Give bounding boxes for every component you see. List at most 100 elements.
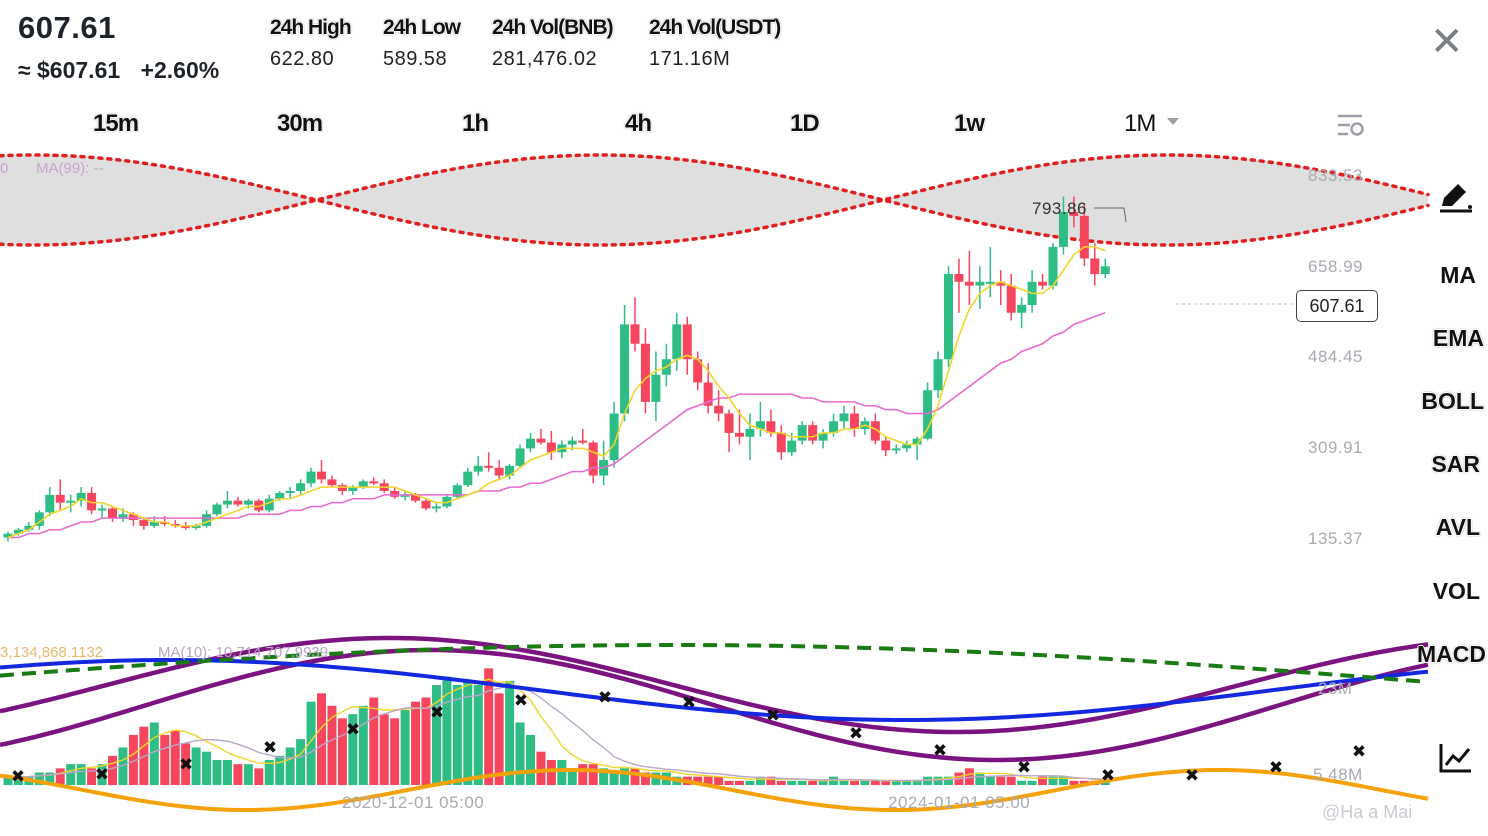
candle-body bbox=[630, 324, 640, 344]
volume-bar bbox=[431, 685, 441, 785]
volume-bar bbox=[1048, 776, 1058, 785]
pencil-draw-icon[interactable] bbox=[1436, 180, 1476, 214]
indicator-macd[interactable]: MACD bbox=[1417, 641, 1486, 667]
candle-body bbox=[609, 413, 619, 460]
candle-body bbox=[285, 491, 295, 493]
tab-label: 1M bbox=[1124, 110, 1156, 137]
volume-bar bbox=[703, 776, 713, 785]
candle-body bbox=[254, 500, 264, 511]
volume-bar bbox=[149, 722, 159, 785]
candle-body bbox=[66, 500, 76, 503]
candle-body bbox=[1079, 215, 1089, 259]
candle-body bbox=[191, 525, 201, 528]
candle-body bbox=[787, 440, 797, 453]
candle-body bbox=[808, 425, 818, 441]
stat-value: 622.80 bbox=[270, 48, 335, 70]
candle-body bbox=[902, 444, 912, 449]
volume-bar bbox=[1069, 780, 1079, 785]
candle-body bbox=[672, 324, 682, 360]
volume-bar bbox=[975, 772, 985, 785]
fiat-price: ≈ $607.61 bbox=[18, 57, 121, 83]
candle-body bbox=[703, 382, 713, 406]
line-chart-icon[interactable] bbox=[1438, 742, 1474, 774]
tab-15m[interactable]: 15m bbox=[93, 110, 139, 137]
indicator-ma[interactable]: MA bbox=[1440, 262, 1476, 288]
candle-body bbox=[76, 492, 86, 501]
volume-bar bbox=[996, 776, 1006, 785]
volume-bar bbox=[630, 768, 640, 785]
current-price-tag: 607.61 bbox=[1296, 290, 1378, 322]
tab-4h[interactable]: 4h bbox=[625, 110, 652, 137]
stat-value: 171.16M bbox=[649, 48, 731, 70]
volume-bar bbox=[944, 776, 953, 785]
chart-settings-icon[interactable] bbox=[1336, 112, 1366, 140]
candle-body bbox=[212, 504, 222, 515]
tab-1w[interactable]: 1w bbox=[954, 110, 985, 137]
price-tick: 833.53 bbox=[1308, 166, 1363, 185]
volume-ma10-line bbox=[8, 684, 1106, 782]
volume-bar bbox=[170, 730, 180, 785]
volume-bar bbox=[588, 764, 598, 785]
candle-body bbox=[337, 485, 347, 491]
volume-bar bbox=[985, 776, 995, 785]
tab-1h[interactable]: 1h bbox=[462, 110, 489, 137]
volume-bar bbox=[567, 768, 577, 785]
indicator-avl[interactable]: AVL bbox=[1435, 514, 1480, 540]
volume-bar bbox=[1006, 776, 1016, 785]
candle-body bbox=[139, 520, 149, 526]
indicator-sar[interactable]: SAR bbox=[1431, 451, 1480, 477]
time-label: 2024-01-01 05:00 bbox=[888, 793, 1031, 812]
sar-cross-icon: ✖ bbox=[346, 720, 360, 740]
band-upper-line bbox=[0, 153, 1430, 247]
volume-bar bbox=[97, 764, 107, 785]
stat-24h-vol-usdt: 24h Vol(USDT) 171.16M bbox=[649, 16, 781, 71]
macd-orange-line bbox=[0, 767, 1429, 812]
candle-body bbox=[348, 487, 358, 491]
volume-bar bbox=[776, 780, 786, 785]
tab-30m[interactable]: 30m bbox=[277, 110, 323, 137]
candle-body bbox=[745, 429, 755, 437]
stat-label: 24h Low bbox=[383, 16, 461, 39]
volume-bar bbox=[536, 751, 546, 785]
candle-body bbox=[985, 281, 995, 284]
tab-1m[interactable]: 1M bbox=[1124, 110, 1180, 138]
candle-body bbox=[390, 491, 400, 497]
candle-body bbox=[1038, 281, 1048, 286]
volume-bar bbox=[1038, 776, 1048, 785]
sar-cross-icon: ✖ bbox=[766, 706, 780, 726]
candle-body bbox=[546, 442, 556, 453]
candle-body bbox=[829, 421, 839, 433]
sar-cross-icon: ✖ bbox=[179, 755, 193, 775]
candle-body bbox=[494, 467, 504, 476]
candle-body bbox=[358, 481, 368, 488]
volume-bar bbox=[651, 772, 661, 785]
volume-bar bbox=[505, 680, 515, 785]
sar-cross-icon: ✖ bbox=[1269, 758, 1283, 778]
ma-legend-prefix: 0 bbox=[0, 160, 9, 177]
close-icon[interactable]: ✕ bbox=[1430, 20, 1464, 64]
max-price-label: 793.86 bbox=[1032, 199, 1087, 218]
volume-bar bbox=[818, 780, 828, 785]
candle-body bbox=[818, 432, 828, 441]
candle-body bbox=[693, 359, 703, 383]
candle-body bbox=[13, 529, 23, 534]
candle-body bbox=[944, 274, 953, 360]
candle-body bbox=[275, 492, 285, 499]
candle-body bbox=[431, 506, 441, 509]
price-tick: 309.91 bbox=[1308, 438, 1363, 457]
volume-bar bbox=[296, 739, 306, 785]
volume-bar bbox=[34, 772, 44, 785]
indicator-ema[interactable]: EMA bbox=[1432, 325, 1484, 351]
volume-bar bbox=[745, 780, 755, 785]
price-subline: ≈ $607.61 +2.60% bbox=[18, 57, 233, 84]
volume-bar bbox=[881, 780, 891, 785]
volume-bar bbox=[912, 780, 922, 785]
stat-24h-high: 24h High 622.80 bbox=[270, 16, 352, 71]
indicator-vol[interactable]: VOL bbox=[1432, 578, 1480, 604]
tab-1d[interactable]: 1D bbox=[790, 110, 820, 137]
stat-label: 24h Vol(BNB) bbox=[492, 16, 614, 39]
candle-body bbox=[296, 483, 306, 491]
volume-bar bbox=[139, 726, 149, 785]
indicator-boll[interactable]: BOLL bbox=[1421, 388, 1484, 414]
